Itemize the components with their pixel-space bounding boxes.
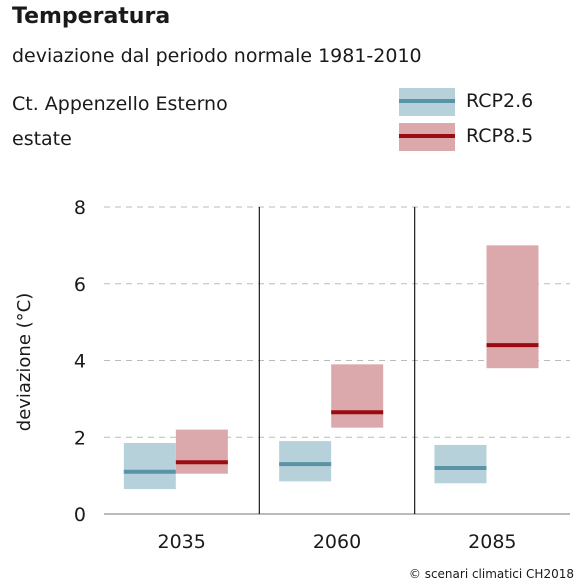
range-box-rcp85 <box>331 364 384 428</box>
credit-text: © scenari climatici CH2018 <box>408 567 574 581</box>
legend <box>399 88 455 151</box>
data-boxes <box>123 245 539 490</box>
range-box-rcp26 <box>123 443 176 490</box>
range-box-rcp26 <box>434 444 487 484</box>
y-tick-label: 8 <box>74 197 86 219</box>
x-tick-label: 2035 <box>157 531 205 553</box>
range-box-rcp26 <box>279 441 332 482</box>
y-tick-label: 4 <box>74 351 86 373</box>
legend-label-rcp26: RCP2.6 <box>466 90 534 112</box>
season-label: estate <box>12 128 72 150</box>
x-tick-label: 2085 <box>468 531 516 553</box>
axes: 0 2 4 6 8 2035 2060 2085 <box>74 197 570 553</box>
y-axis-label: deviazione (°C) <box>14 293 35 431</box>
chart-subtitle: deviazione dal periodo normale 1981-2010 <box>12 45 422 67</box>
chart-title: Temperatura <box>12 4 171 29</box>
range-box-rcp85 <box>486 245 539 369</box>
y-tick-label: 6 <box>74 274 86 296</box>
legend-label-rcp85: RCP8.5 <box>466 125 534 147</box>
x-tick-label: 2060 <box>313 531 361 553</box>
range-box-rcp85 <box>175 429 228 474</box>
y-tick-label: 2 <box>74 427 86 449</box>
region-label: Ct. Appenzello Esterno <box>12 93 228 115</box>
y-tick-label: 0 <box>74 504 86 526</box>
